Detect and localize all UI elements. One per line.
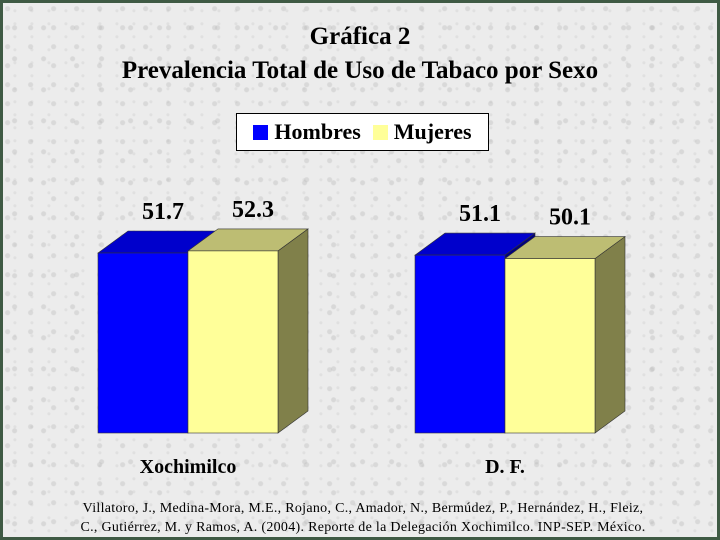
bar-mujeres-0 — [187, 250, 279, 434]
legend-swatch-hombres — [253, 124, 269, 140]
bar-chart: 51.7 52.3 Xochimilco 51.1 50.1 D. F. — [97, 197, 626, 478]
chart-title: Gráfica 2 — [309, 23, 411, 50]
legend-swatch-mujeres — [372, 124, 388, 140]
bar-hombres-1 — [414, 254, 506, 434]
bar-side-mujeres-0 — [277, 228, 309, 434]
bar-mujeres-1 — [504, 258, 596, 434]
legend-label-mujeres: Mujeres — [393, 119, 472, 144]
data-label-hombres-1: 51.1 — [459, 201, 501, 227]
data-label-mujeres-0: 52.3 — [232, 197, 274, 223]
category-label-0: Xochimilco — [140, 456, 237, 478]
data-label-mujeres-1: 50.1 — [549, 205, 591, 231]
legend: Hombres Mujeres — [236, 113, 489, 151]
data-label-hombres-0: 51.7 — [142, 199, 184, 225]
legend-item-mujeres: Mujeres — [372, 119, 472, 145]
citation-line-2: C., Gutiérrez, M. y Ramos, A. (2004). Re… — [80, 520, 646, 535]
legend-item-hombres: Hombres — [253, 119, 361, 145]
category-label-1: D. F. — [485, 456, 525, 478]
bar-side-mujeres-1 — [594, 235, 626, 434]
citation: Villatoro, J., Medina-Mora, M.E., Rojano… — [23, 499, 703, 537]
citation-line-1: Villatoro, J., Medina-Mora, M.E., Rojano… — [82, 501, 644, 516]
bar-hombres-0 — [97, 252, 189, 434]
legend-label-hombres: Hombres — [274, 119, 361, 144]
chart-subtitle: Prevalencia Total de Uso de Tabaco por S… — [121, 57, 599, 84]
